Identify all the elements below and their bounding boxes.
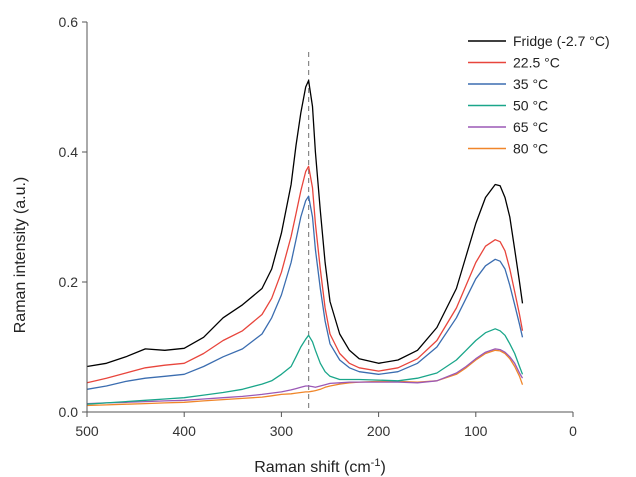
x-axis-title-superscript: -1 [371, 457, 381, 469]
axes-layer: 500 400 300 200 100 0 0.0 0.2 0.4 0.6 [59, 14, 578, 439]
x-axis-title-end: ) [380, 459, 385, 476]
legend-label: 22.5 °C [513, 55, 560, 71]
series-line [86, 328, 524, 405]
series-line [86, 165, 524, 384]
y-tick-label: 0.6 [59, 14, 79, 30]
series-line [86, 348, 524, 405]
series-line [86, 79, 524, 368]
y-tick-label: 0.0 [59, 404, 79, 420]
legend-label: 50 °C [513, 98, 548, 114]
series-line [86, 349, 524, 407]
y-tick-label: 0.2 [59, 274, 79, 290]
series-line [86, 195, 524, 390]
legend-label: Fridge (-2.7 °C) [513, 33, 610, 49]
y-axis-title: Raman intensity (a.u.) [12, 177, 29, 334]
x-tick-label: 0 [569, 423, 577, 439]
x-tick-label: 100 [464, 423, 488, 439]
x-tick-label: 400 [173, 423, 197, 439]
x-tick-label: 200 [367, 423, 391, 439]
x-tick-label: 500 [75, 423, 99, 439]
legend-label: 80 °C [513, 141, 548, 157]
legend-label: 35 °C [513, 76, 548, 92]
x-tick-label: 300 [270, 423, 294, 439]
legend: Fridge (-2.7 °C) 22.5 °C 35 °C 50 °C 65 °C 80… [468, 33, 610, 157]
series-layer [86, 79, 524, 407]
x-axis-title-main: Raman shift (cm [254, 459, 370, 476]
x-axis-title: Raman shift (cm-1) [254, 457, 386, 476]
legend-label: 65 °C [513, 119, 548, 135]
y-tick-label: 0.4 [59, 144, 79, 160]
